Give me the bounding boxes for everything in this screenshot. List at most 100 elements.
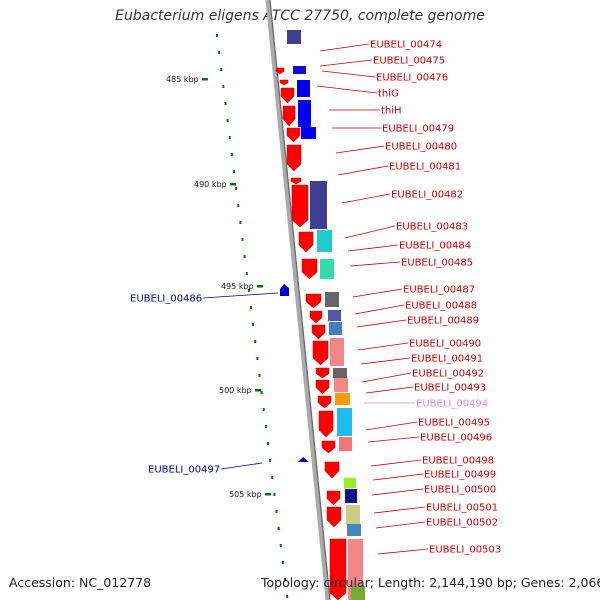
gene-label: EUBELI_00497: [148, 465, 220, 476]
scale-dot: [243, 255, 246, 258]
gene-label: EUBELI_00488: [405, 301, 477, 312]
gene-label-leader: [372, 473, 424, 481]
scale-dot: [279, 544, 282, 547]
cog-box: [348, 539, 363, 600]
cog-box: [345, 489, 357, 503]
scale-tick: [265, 493, 271, 496]
scale-dot: [250, 306, 252, 309]
gene-label: EUBELI_00495: [418, 418, 490, 429]
gene-label-leader: [375, 521, 426, 529]
gene-label: EUBELI_00503: [429, 545, 501, 556]
cog-box: [339, 437, 352, 451]
gene-label: EUBELI_00493: [414, 383, 486, 394]
gene-label-leader: [337, 165, 389, 176]
scale-dot: [281, 561, 284, 564]
gene-label: EUBELI_00482: [391, 190, 463, 201]
gene-label: EUBELI_00494: [416, 399, 488, 410]
gene-label-leader: [357, 342, 409, 351]
cds-arrow: [329, 538, 347, 600]
scale-dot: [241, 238, 244, 241]
cog-box: [317, 230, 332, 252]
cds-arrow: [315, 379, 330, 395]
cog-box: [344, 478, 356, 488]
cds-arrow-reverse: [298, 457, 309, 462]
scale-tick: [202, 78, 208, 81]
gene-label: EUBELI_00492: [412, 369, 484, 380]
cds-arrow: [298, 231, 314, 253]
cog-box: [337, 408, 352, 436]
cds-arrow: [326, 506, 342, 528]
cog-box: [320, 259, 334, 279]
cds-arrow: [315, 367, 330, 379]
scale-dot: [273, 493, 276, 496]
gene-label-leader: [347, 244, 399, 252]
scale-dot: [277, 527, 280, 530]
gene-label: thiH: [381, 106, 402, 117]
gene-label: EUBELI_00480: [385, 142, 457, 153]
scale-dot: [271, 476, 274, 479]
cog-box: [325, 292, 339, 307]
scale-dots: [216, 34, 289, 598]
scale-dot: [254, 340, 257, 343]
gene-label: EUBELI_00484: [399, 241, 471, 252]
scale-dot: [269, 459, 272, 462]
gene-label: EUBELI_00491: [411, 354, 483, 365]
scale-dot: [252, 323, 255, 326]
cds-arrow: [311, 324, 326, 340]
gene-label-leader: [203, 292, 279, 299]
scale-dot: [275, 510, 278, 513]
cog-box: [297, 80, 310, 97]
cds-arrow: [312, 340, 329, 366]
cds-arrow: [324, 461, 340, 479]
cds-arrow: [321, 440, 336, 454]
cog-box: [346, 505, 360, 525]
scale-dot: [258, 374, 261, 377]
cog-box: [335, 393, 350, 405]
cds-arrow: [317, 395, 332, 409]
cog-box: [293, 66, 306, 74]
gene-label: EUBELI_00481: [389, 162, 461, 173]
gene-label-leader: [361, 372, 412, 383]
gene-label: EUBELI_00486: [130, 294, 202, 305]
cds-arrow: [286, 127, 301, 143]
scale-tick: [255, 389, 261, 392]
gene-label: EUBELI_00496: [420, 433, 492, 444]
accession-text: Accession: NC_012778: [9, 575, 152, 590]
scale-tick: [230, 183, 236, 186]
cds-arrow: [279, 79, 289, 86]
gene-label: EUBELI_00479: [382, 124, 454, 135]
scale-dot: [216, 34, 218, 37]
gene-label-leader: [335, 145, 385, 154]
gene-label-leader: [354, 304, 405, 315]
scale-dot: [260, 391, 263, 394]
scale-tick: [257, 285, 263, 288]
gene-label: EUBELI_00487: [403, 285, 475, 296]
cds-arrow: [280, 87, 295, 104]
figure-title: Eubacterium eligens ATCC 27750, complete…: [115, 8, 485, 24]
gene-label: EUBELI_00502: [426, 518, 498, 529]
cog-box: [301, 127, 316, 139]
gene-label: EUBELI_00500: [424, 485, 496, 496]
gene-label: EUBELI_00474: [370, 40, 442, 51]
cds-arrow: [309, 310, 323, 324]
gene-label: EUBELI_00475: [373, 56, 445, 67]
gene-label-leader: [356, 319, 407, 328]
scale-dot: [247, 289, 250, 292]
scale-dot: [228, 136, 231, 139]
scale-dot: [267, 442, 269, 445]
gene-label-leader: [371, 488, 424, 496]
cog-box: [298, 100, 311, 127]
gene-label-leader: [373, 506, 426, 514]
gene-label: EUBELI_00501: [426, 503, 498, 514]
gene-label-leader: [316, 85, 378, 94]
backbone: [265, 0, 331, 600]
gene-label-leader: [367, 436, 420, 443]
cds-arrow: [305, 293, 322, 309]
gene-label-leader: [349, 261, 401, 267]
gene-label-leader: [377, 548, 429, 555]
scale-dot: [233, 170, 235, 173]
scale-dot: [286, 595, 289, 598]
cds-arrow-reverse: [280, 284, 289, 296]
